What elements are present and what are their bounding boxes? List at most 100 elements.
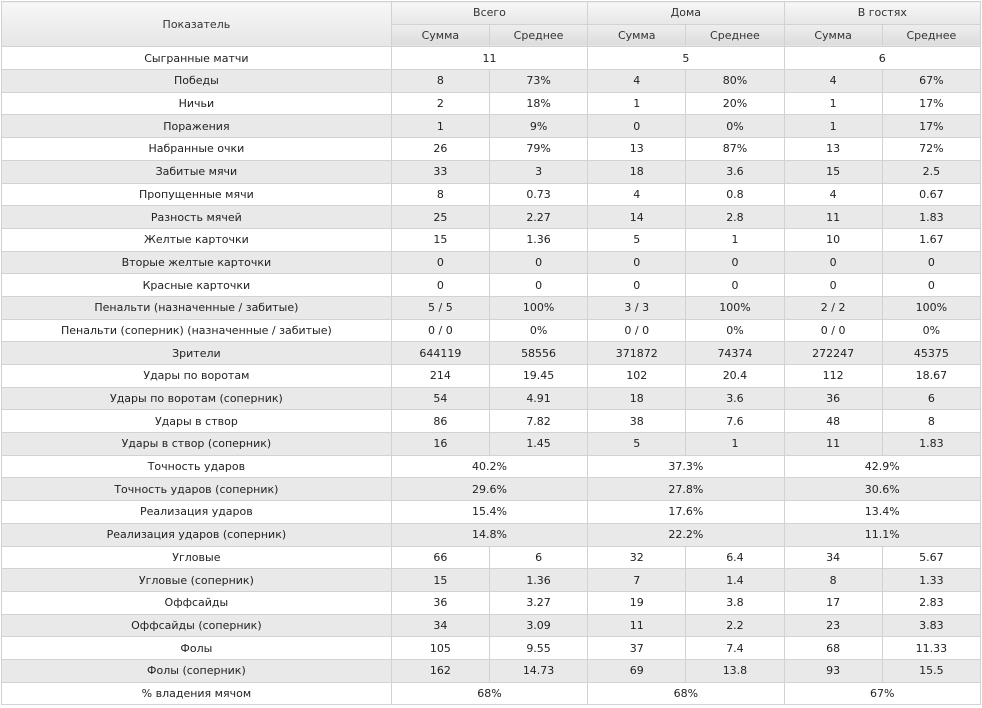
average-cell: 9.55: [488, 636, 589, 660]
table-row: Оффсайды (соперник) 34 3.09 11 2.2 23 3.83: [1, 613, 982, 638]
sum-cell: 4: [587, 182, 687, 207]
merged-value-cell: 15.4%: [390, 500, 589, 524]
sum-header[interactable]: Сумма: [783, 23, 883, 48]
table-row: Желтые карточки 15 1.36 5 1 10 1.67: [1, 227, 982, 252]
sum-cell: 18: [587, 159, 687, 184]
average-cell: 100%: [685, 295, 785, 320]
average-header[interactable]: Среднее: [488, 23, 589, 48]
average-cell: 2.5: [881, 159, 982, 184]
sum-header[interactable]: Сумма: [390, 23, 490, 48]
group-header-total[interactable]: Всего: [390, 1, 589, 25]
merged-value-cell: 67%: [783, 681, 982, 706]
sum-cell: 32: [587, 545, 687, 570]
average-cell: 19.45: [488, 364, 589, 388]
average-cell: 6.4: [685, 545, 785, 570]
sum-cell: 1: [587, 91, 687, 116]
average-cell: 67%: [881, 69, 982, 93]
sum-cell: 15: [783, 159, 883, 184]
average-cell: 3.6: [685, 159, 785, 184]
average-cell: 2.27: [488, 205, 589, 229]
sum-cell: 18: [587, 386, 687, 411]
row-label: Фолы: [1, 636, 392, 660]
sum-cell: 644119: [390, 341, 490, 365]
row-label: Сыгранные матчи: [1, 46, 392, 71]
group-header-home[interactable]: Дома: [587, 1, 785, 25]
merged-value-cell: 22.2%: [587, 522, 785, 547]
sum-cell: 26: [390, 137, 490, 161]
merged-value-cell: 11: [390, 46, 589, 71]
sum-cell: 0: [587, 114, 687, 139]
row-label: % владения мячом: [1, 681, 392, 706]
average-cell: 0%: [685, 318, 785, 343]
average-cell: 8: [881, 409, 982, 434]
average-cell: 79%: [488, 137, 589, 161]
table-row: Ничьи 2 18% 1 20% 1 17%: [1, 91, 982, 116]
merged-value-cell: 68%: [587, 681, 785, 706]
sum-cell: 11: [587, 613, 687, 638]
table-row: Разность мячей 25 2.27 14 2.8 11 1.83: [1, 205, 982, 229]
average-cell: 0.67: [881, 182, 982, 207]
row-label: Желтые карточки: [1, 227, 392, 252]
sum-cell: 5: [587, 432, 687, 456]
row-label: Красные карточки: [1, 273, 392, 297]
sum-cell: 36: [783, 386, 883, 411]
table-row: Угловые 66 6 32 6.4 34 5.67: [1, 545, 982, 570]
row-label: Пенальти (соперник) (назначенные / забит…: [1, 318, 392, 343]
row-label: Победы: [1, 69, 392, 93]
row-label: Ничьи: [1, 91, 392, 116]
sum-cell: 33: [390, 159, 490, 184]
row-label: Набранные очки: [1, 137, 392, 161]
average-cell: 1.36: [488, 227, 589, 252]
sum-cell: 48: [783, 409, 883, 434]
sum-cell: 4: [587, 69, 687, 93]
row-label: Угловые: [1, 545, 392, 570]
average-cell: 7.82: [488, 409, 589, 434]
average-cell: 9%: [488, 114, 589, 139]
sum-header[interactable]: Сумма: [587, 23, 687, 48]
sum-cell: 272247: [783, 341, 883, 365]
sum-cell: 0: [783, 250, 883, 275]
merged-value-cell: 37.3%: [587, 454, 785, 479]
merged-value-cell: 17.6%: [587, 500, 785, 524]
average-header[interactable]: Среднее: [685, 23, 785, 48]
sum-cell: 162: [390, 658, 490, 683]
average-cell: 17%: [881, 114, 982, 139]
sum-cell: 11: [783, 205, 883, 229]
sum-cell: 4: [783, 182, 883, 207]
average-cell: 0%: [881, 318, 982, 343]
average-cell: 5.67: [881, 545, 982, 570]
sum-cell: 15: [390, 568, 490, 592]
average-cell: 0: [881, 250, 982, 275]
merged-value-cell: 29.6%: [390, 477, 589, 502]
merged-value-cell: 13.4%: [783, 500, 982, 524]
average-cell: 7.6: [685, 409, 785, 434]
table-row: Удары по воротам (соперник) 54 4.91 18 3.6 36…: [1, 386, 982, 411]
row-label: Точность ударов: [1, 454, 392, 479]
table-row: Точность ударов (соперник) 29.6% 27.8% 30.6…: [1, 477, 982, 502]
sum-cell: 8: [783, 568, 883, 592]
average-cell: 3.8: [685, 590, 785, 615]
row-label: Поражения: [1, 114, 392, 139]
average-cell: 17%: [881, 91, 982, 116]
merged-value-cell: 11.1%: [783, 522, 982, 547]
group-header-away[interactable]: В гостях: [783, 1, 982, 25]
table-row: Точность ударов 40.2% 37.3% 42.9%: [1, 454, 982, 479]
sum-cell: 15: [390, 227, 490, 252]
average-cell: 100%: [488, 295, 589, 320]
average-cell: 20%: [685, 91, 785, 116]
merged-value-cell: 14.8%: [390, 522, 589, 547]
table-row: Пенальти (соперник) (назначенные / забит…: [1, 318, 982, 343]
average-cell: 0%: [685, 114, 785, 139]
table-row: Вторые желтые карточки 0 0 0 0 0 0: [1, 250, 982, 275]
row-label: Реализация ударов (соперник): [1, 522, 392, 547]
row-label: Фолы (соперник): [1, 658, 392, 683]
indicator-header[interactable]: Показатель: [1, 0, 392, 48]
merged-value-cell: 6: [783, 46, 982, 71]
sum-cell: 25: [390, 205, 490, 229]
sum-cell: 2: [390, 91, 490, 116]
average-cell: 0: [685, 250, 785, 275]
sum-cell: 13: [783, 137, 883, 161]
sum-cell: 66: [390, 545, 490, 570]
average-header[interactable]: Среднее: [881, 23, 982, 48]
sum-cell: 38: [587, 409, 687, 434]
